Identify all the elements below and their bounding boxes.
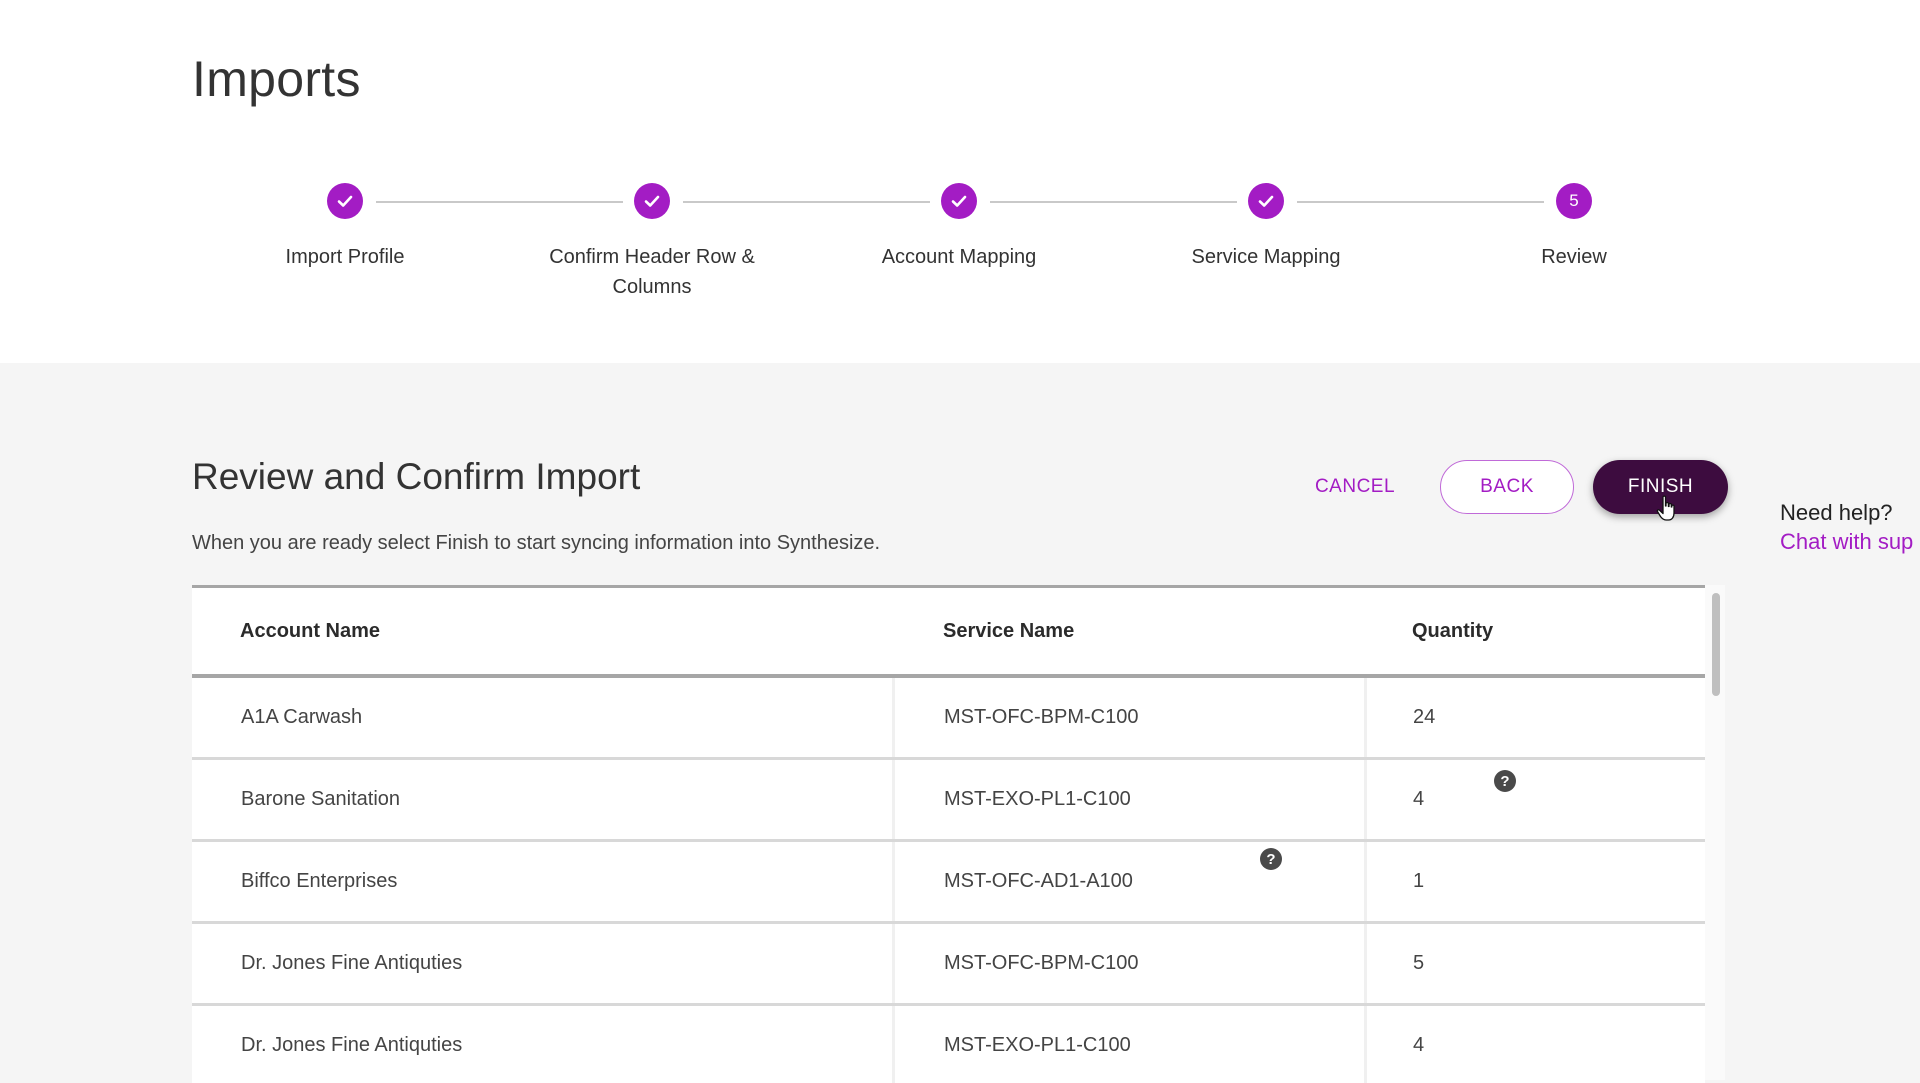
column-header-account-name[interactable]: Account Name — [240, 619, 381, 642]
check-icon — [327, 183, 363, 219]
page-header: Imports Import Profile Confirm Header Ro… — [0, 0, 1920, 363]
column-divider — [1364, 760, 1367, 839]
step-label: Import Profile — [285, 246, 405, 268]
table-row[interactable]: Dr. Jones Fine Antiquties MST-EXO-PL1-C1… — [192, 1006, 1705, 1083]
review-description: When you are ready select Finish to star… — [192, 532, 881, 554]
help-title: Need help? — [1780, 500, 1893, 525]
cell-account-name: Barone Sanitation — [241, 788, 401, 810]
table-scrollbar[interactable] — [1705, 585, 1725, 1080]
step-connector — [1297, 201, 1544, 203]
step-review[interactable]: 5 Review — [1454, 183, 1694, 272]
column-divider — [892, 1006, 895, 1083]
cell-service-name: MST-OFC-AD1-A100 — [944, 870, 1133, 892]
cell-account-name: A1A Carwash — [241, 706, 363, 728]
step-label: Account Mapping — [881, 246, 1037, 268]
cell-quantity: 4 — [1413, 788, 1425, 810]
step-connector — [990, 201, 1237, 203]
column-divider — [892, 760, 895, 839]
hand-cursor-icon — [1656, 495, 1675, 521]
column-divider — [1364, 842, 1367, 921]
cell-service-name: MST-OFC-BPM-C100 — [944, 706, 1139, 728]
column-header-service-name[interactable]: Service Name — [943, 619, 1075, 642]
table-row[interactable]: A1A Carwash MST-OFC-BPM-C100 24 — [192, 678, 1705, 760]
check-icon — [941, 183, 977, 219]
step-account-mapping[interactable]: Account Mapping — [839, 183, 1079, 272]
step-label: Review — [1541, 246, 1607, 268]
help-widget: Need help? Chat with sup — [1780, 500, 1920, 555]
finish-button[interactable]: FINISH — [1593, 460, 1728, 514]
cell-quantity: 24 — [1413, 706, 1436, 728]
review-title: Review and Confirm Import — [192, 456, 641, 497]
cell-quantity: 4 — [1413, 1034, 1425, 1056]
cell-quantity: 1 — [1413, 870, 1425, 892]
column-divider — [1364, 1006, 1367, 1083]
check-icon — [634, 183, 670, 219]
review-table: Account Name Service Name Quantity A1A C… — [192, 585, 1705, 1083]
cell-service-name: MST-EXO-PL1-C100 — [944, 788, 1131, 810]
column-divider — [1364, 678, 1367, 757]
table-row[interactable]: Barone Sanitation MST-EXO-PL1-C100 4 ? — [192, 760, 1705, 842]
cell-service-name: MST-OFC-BPM-C100 — [944, 952, 1139, 974]
step-confirm-header[interactable]: Confirm Header Row & Columns — [532, 183, 772, 302]
cell-service-name: MST-EXO-PL1-C100 — [944, 1034, 1131, 1056]
cell-account-name: Dr. Jones Fine Antiquties — [241, 952, 463, 974]
column-divider — [892, 678, 895, 757]
table-header: Account Name Service Name Quantity — [192, 588, 1705, 678]
step-label: Confirm Header Row & Columns — [549, 246, 755, 298]
cancel-button[interactable]: CANCEL — [1298, 460, 1412, 514]
step-service-mapping[interactable]: Service Mapping — [1146, 183, 1386, 272]
help-icon[interactable]: ? — [1494, 770, 1516, 792]
page-title: Imports — [192, 51, 361, 107]
table-row[interactable]: Dr. Jones Fine Antiquties MST-OFC-BPM-C1… — [192, 924, 1705, 1006]
cell-account-name: Dr. Jones Fine Antiquties — [241, 1034, 463, 1056]
column-divider — [892, 842, 895, 921]
cell-account-name: Biffco Enterprises — [241, 870, 398, 892]
step-number: 5 — [1556, 183, 1592, 219]
chat-support-link[interactable]: Chat with sup — [1780, 529, 1914, 554]
column-divider — [1364, 924, 1367, 1003]
column-divider — [892, 924, 895, 1003]
cell-quantity: 5 — [1413, 952, 1425, 974]
step-connector — [683, 201, 930, 203]
back-button[interactable]: BACK — [1440, 460, 1574, 514]
step-connector — [376, 201, 623, 203]
step-label: Service Mapping — [1191, 246, 1341, 268]
import-stepper: Import Profile Confirm Header Row & Colu… — [0, 0, 1920, 363]
column-header-quantity[interactable]: Quantity — [1412, 619, 1494, 642]
help-icon[interactable]: ? — [1260, 848, 1282, 870]
step-import-profile[interactable]: Import Profile — [225, 183, 465, 272]
check-icon — [1248, 183, 1284, 219]
table-row[interactable]: Biffco Enterprises MST-OFC-AD1-A100 1 ? — [192, 842, 1705, 924]
scrollbar-thumb[interactable] — [1712, 593, 1720, 696]
